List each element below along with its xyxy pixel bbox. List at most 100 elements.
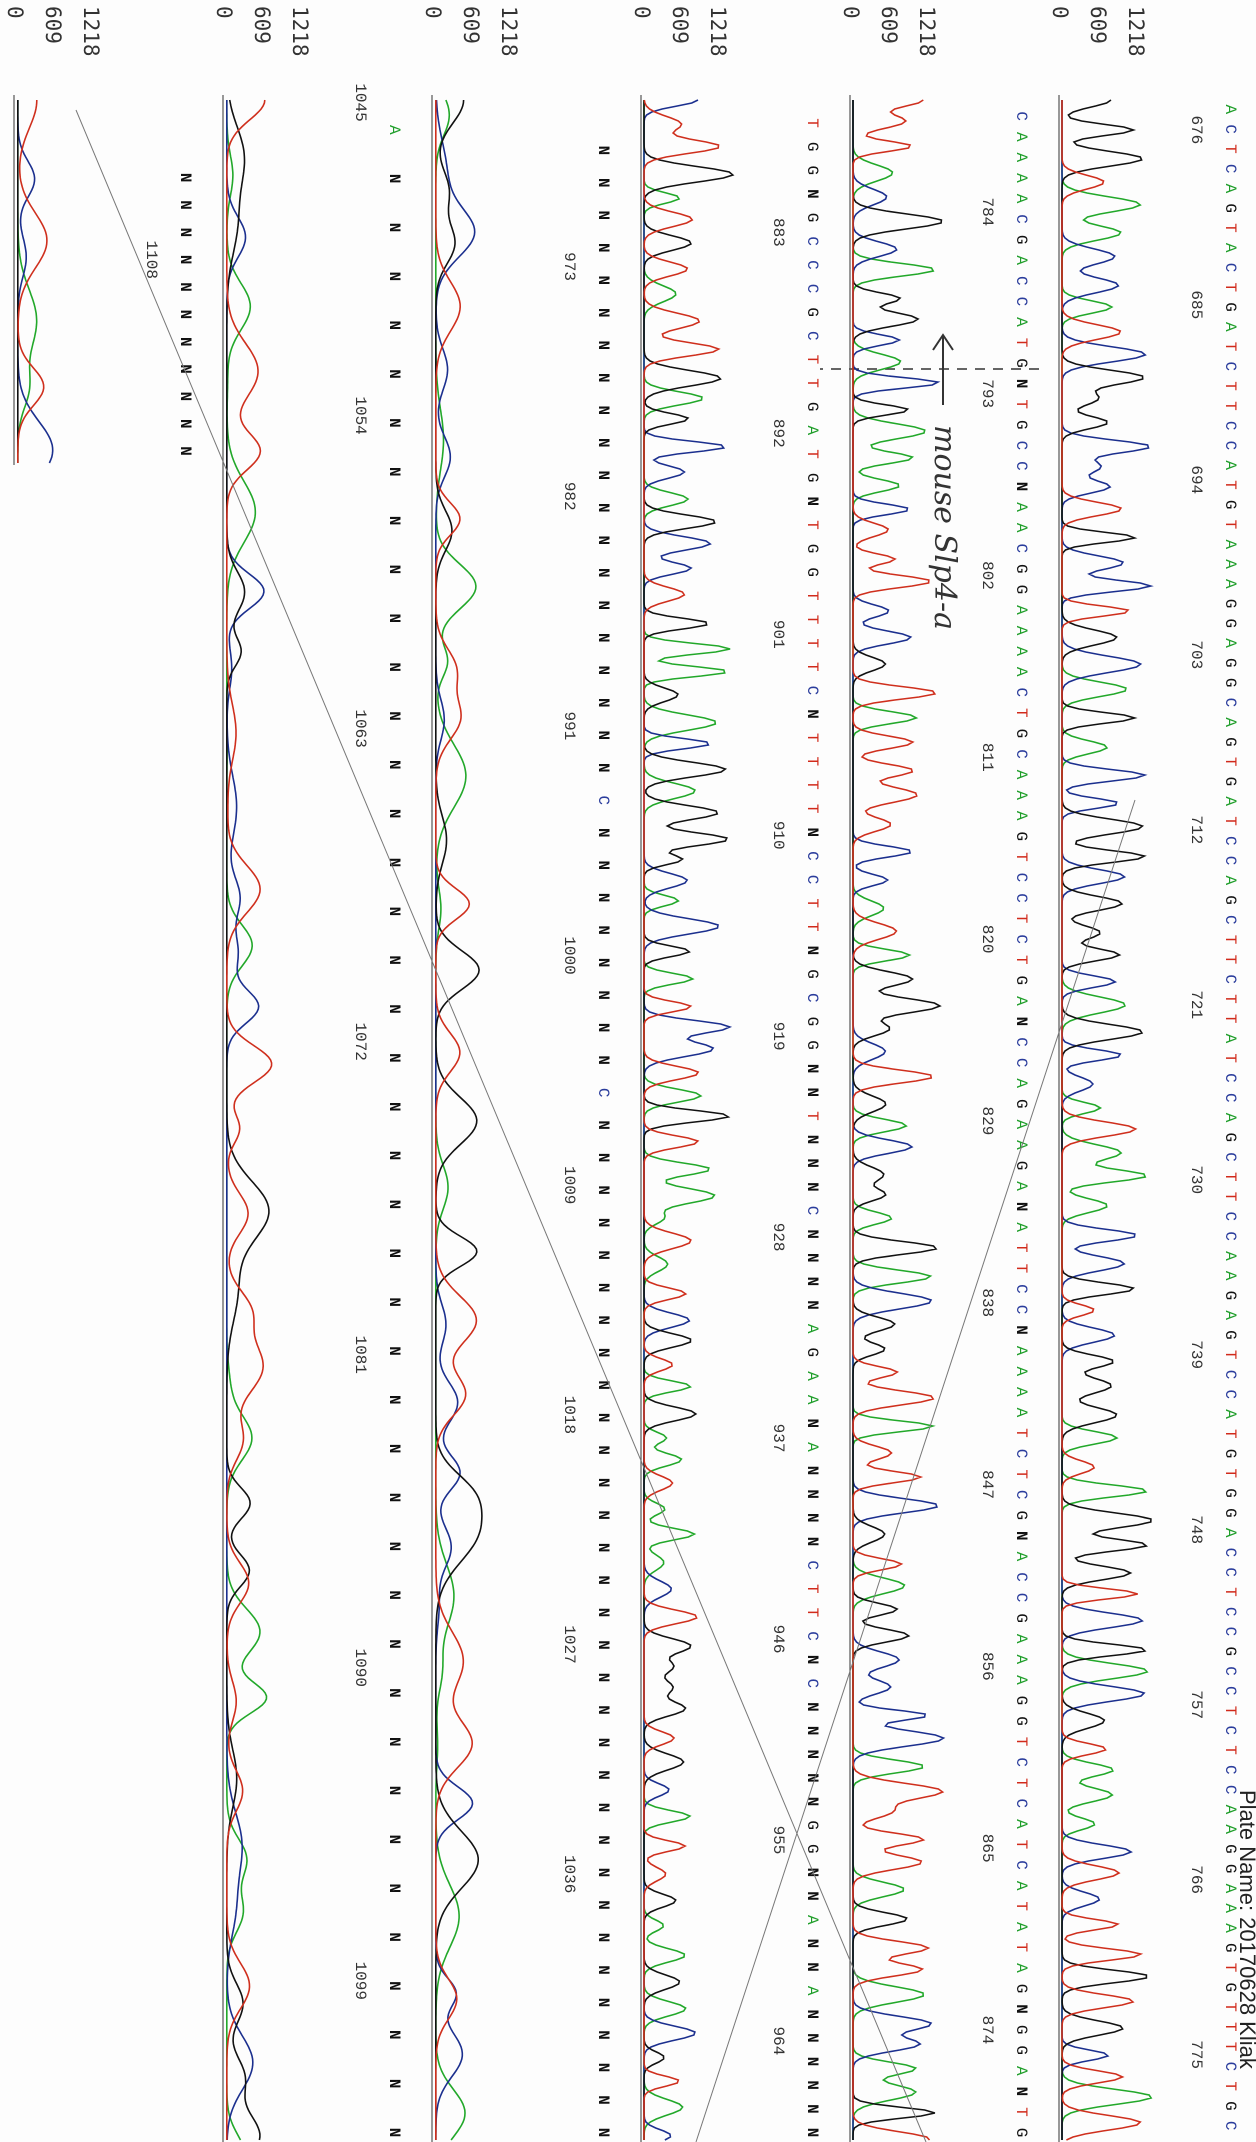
base-call: C <box>1221 263 1239 273</box>
base-call: C <box>1221 1389 1239 1399</box>
base-call: N <box>803 2128 821 2138</box>
base-call: A <box>1012 811 1030 821</box>
base-call: C <box>1221 362 1239 372</box>
base-call: N <box>594 276 612 286</box>
base-call: A <box>803 1986 821 1996</box>
base-call: A <box>1012 1140 1030 1150</box>
base-call: G <box>1012 585 1030 595</box>
position-label: 1027 <box>560 1625 578 1663</box>
arrow-head <box>932 333 954 351</box>
base-call: T <box>803 591 821 601</box>
base-call: T <box>1221 342 1239 352</box>
base-call: C <box>1221 1370 1239 1380</box>
base-call: G <box>1221 1488 1239 1498</box>
position-label: 928 <box>769 1223 787 1252</box>
base-call: C <box>1221 1548 1239 1558</box>
base-call: N <box>385 1688 403 1698</box>
base-call: N <box>803 2080 821 2090</box>
y-tick-label: 609 <box>250 6 274 44</box>
base-call: N <box>385 1395 403 1405</box>
base-call: T <box>803 615 821 625</box>
base-call: C <box>1221 698 1239 708</box>
base-call: N <box>803 189 821 199</box>
trace <box>1061 100 1144 2141</box>
base-call: A <box>1012 502 1030 512</box>
base-call: G <box>1012 2045 1030 2055</box>
position-label: 1054 <box>351 396 369 434</box>
base-call: N <box>594 1055 612 1065</box>
base-call: G <box>1012 235 1030 245</box>
base-call: N <box>594 763 612 773</box>
base-call: C <box>1012 749 1030 759</box>
y-tick-label: 1218 <box>706 6 730 57</box>
base-call: N <box>385 858 403 868</box>
base-call: N <box>594 341 612 351</box>
base-call: T <box>1012 1943 1030 1953</box>
base-call: C <box>1012 873 1030 883</box>
base-call: A <box>1012 255 1030 265</box>
base-call: N <box>803 1253 821 1263</box>
y-tick-label: 0 <box>3 6 27 19</box>
base-call: N <box>176 446 194 456</box>
base-call: A <box>1012 1222 1030 1232</box>
position-label: 901 <box>769 620 787 649</box>
base-call: C <box>1012 1305 1030 1315</box>
base-call: C <box>1221 1231 1239 1241</box>
position-label: 1036 <box>560 1855 578 1893</box>
base-call: G <box>803 544 821 554</box>
base-call: N <box>594 1640 612 1650</box>
base-call: G <box>803 567 821 577</box>
base-call: C <box>1221 1666 1239 1676</box>
base-call: A <box>1012 667 1030 677</box>
base-call: N <box>594 925 612 935</box>
base-call: C <box>1221 1152 1239 1162</box>
base-call: C <box>1012 687 1030 697</box>
base-call: N <box>385 1737 403 1747</box>
base-call: N <box>803 1466 821 1476</box>
base-call: A <box>1012 1552 1030 1562</box>
base-call: G <box>803 307 821 317</box>
base-call: A <box>1221 1528 1239 1538</box>
base-call: A <box>803 1915 821 1925</box>
base-call: A <box>1221 1251 1239 1261</box>
base-call: N <box>803 2010 821 2020</box>
base-call: N <box>594 308 612 318</box>
base-call: T <box>803 1584 821 1594</box>
base-call: T <box>803 118 821 128</box>
base-call: C <box>803 1206 821 1216</box>
y-tick-label: 0 <box>1048 6 1072 19</box>
y-tick-label: 0 <box>630 6 654 19</box>
base-call: G <box>1221 2101 1239 2111</box>
base-call: G <box>1221 302 1239 312</box>
base-call: N <box>594 243 612 253</box>
base-call: C <box>1012 297 1030 307</box>
base-call: A <box>1012 1881 1030 1891</box>
base-call: A <box>1221 1923 1239 1933</box>
base-call: G <box>803 473 821 483</box>
base-call: N <box>803 709 821 719</box>
base-call: N <box>594 1413 612 1423</box>
base-call: G <box>1012 2025 1030 2035</box>
base-call: G <box>1221 1508 1239 1518</box>
position-label: 946 <box>769 1625 787 1654</box>
base-call: C <box>1012 1799 1030 1809</box>
base-call: A <box>1012 153 1030 163</box>
base-call: C <box>803 331 821 341</box>
base-call: N <box>594 568 612 578</box>
base-call: T <box>1221 1963 1239 1973</box>
base-call: T <box>1221 935 1239 945</box>
base-call: T <box>803 898 821 908</box>
base-call: N <box>385 1932 403 1942</box>
base-call: N <box>385 907 403 917</box>
base-call: N <box>803 1158 821 1168</box>
base-call: G <box>1221 1943 1239 1953</box>
base-call: G <box>1012 729 1030 739</box>
base-call: A <box>1012 1387 1030 1397</box>
base-call: N <box>803 827 821 837</box>
position-label: 1108 <box>142 241 160 279</box>
base-call: G <box>1012 1161 1030 1171</box>
base-call: G <box>1221 1132 1239 1142</box>
base-call: A <box>1221 1805 1239 1815</box>
base-call: T <box>1221 1706 1239 1716</box>
base-call: N <box>385 418 403 428</box>
